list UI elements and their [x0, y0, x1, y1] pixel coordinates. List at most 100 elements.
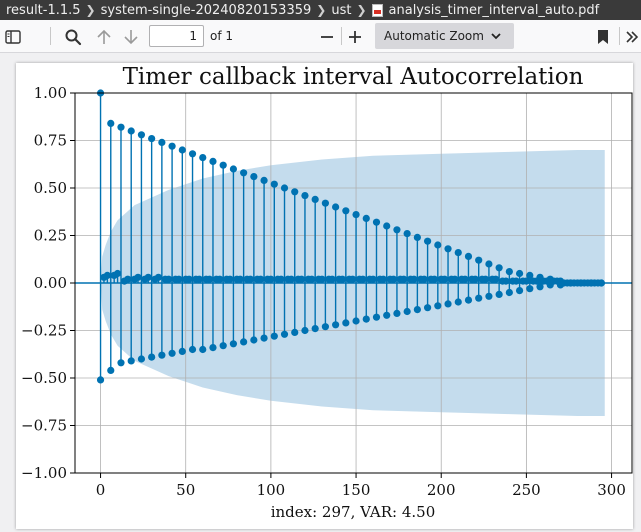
- stem-marker: [267, 275, 275, 283]
- breadcrumb-item-ust[interactable]: ust: [331, 2, 352, 18]
- stem-marker: [188, 150, 197, 158]
- stem-marker: [332, 321, 340, 329]
- stem-marker: [372, 313, 381, 321]
- stem-marker: [134, 273, 142, 281]
- stem-marker: [502, 277, 510, 285]
- stem-marker: [349, 275, 357, 283]
- stem-marker: [124, 275, 132, 283]
- stem-marker: [495, 290, 503, 298]
- toolbar-divider: [341, 27, 342, 45]
- stem-marker: [321, 199, 329, 207]
- stem-marker: [154, 273, 163, 281]
- plus-icon: [349, 30, 361, 43]
- stem-marker: [369, 275, 377, 283]
- stem-marker: [178, 146, 186, 154]
- stem-marker: [219, 342, 227, 350]
- stem-marker: [413, 306, 421, 314]
- zoom-out-button[interactable]: [315, 20, 339, 53]
- stem-marker: [280, 330, 289, 338]
- stem-marker: [495, 264, 503, 272]
- previous-page-button[interactable]: [91, 20, 117, 53]
- zoom-select[interactable]: Automatic Zoom: [375, 23, 514, 49]
- stem-marker: [594, 279, 602, 287]
- x-axis-label: index: 297, VAR: 4.50: [271, 503, 436, 521]
- stem-marker: [250, 173, 258, 181]
- arrow-up-icon: [97, 29, 111, 44]
- x-tick-label: 200: [427, 481, 456, 499]
- stem-marker: [185, 275, 193, 283]
- stem-marker: [103, 271, 111, 279]
- breadcrumb-item-result[interactable]: result-1.1.5: [6, 2, 81, 18]
- stem-marker: [512, 277, 520, 285]
- stem-marker: [430, 275, 439, 283]
- y-tick-label: −0.50: [21, 369, 67, 387]
- stem-marker: [505, 288, 513, 297]
- stem-marker: [277, 275, 285, 283]
- stem-marker: [96, 376, 105, 384]
- sidebar-toggle-button[interactable]: [0, 20, 26, 53]
- stem-marker: [117, 123, 125, 131]
- arrow-down-icon: [124, 29, 138, 44]
- stem-marker: [250, 336, 258, 344]
- stem-marker: [165, 275, 173, 283]
- x-tick-label: 0: [96, 481, 106, 499]
- stem-marker: [475, 256, 483, 264]
- stem-marker: [536, 283, 544, 291]
- stem-marker: [383, 311, 391, 319]
- stem-marker: [563, 279, 571, 287]
- breadcrumb-item-system[interactable]: system-single-20240820153359: [100, 2, 312, 18]
- stem-marker: [573, 279, 582, 287]
- stem-marker: [117, 359, 125, 367]
- stem-marker: [423, 304, 432, 312]
- stem-marker: [328, 275, 336, 283]
- next-page-button[interactable]: [118, 20, 144, 53]
- find-button[interactable]: [60, 20, 86, 53]
- stem-marker: [311, 195, 319, 203]
- stem-marker: [308, 275, 316, 283]
- y-tick-label: −0.25: [21, 322, 67, 340]
- chart-title: Timer callback interval Autocorrelation: [123, 64, 584, 90]
- stem-marker: [168, 142, 176, 150]
- stem-marker: [543, 277, 551, 285]
- bookmark-icon: [598, 29, 608, 44]
- stem-marker: [533, 277, 541, 285]
- stem-marker: [236, 275, 244, 283]
- minus-icon: [321, 35, 333, 38]
- stem-marker: [393, 309, 401, 317]
- stem-marker: [113, 269, 122, 278]
- breadcrumb-item-file[interactable]: analysis_timer_interval_auto.pdf: [388, 2, 600, 18]
- stem-marker: [321, 323, 329, 331]
- stem-marker: [400, 275, 408, 283]
- stem-marker: [148, 135, 156, 143]
- stem-marker: [301, 326, 309, 335]
- more-tools-button[interactable]: [622, 20, 641, 53]
- stem-marker: [168, 349, 176, 357]
- zoom-in-button[interactable]: [343, 20, 367, 53]
- stem-marker: [158, 138, 166, 146]
- stem-marker: [379, 275, 387, 283]
- stem-marker: [362, 315, 370, 323]
- stem-marker: [209, 157, 217, 165]
- stem-marker: [444, 300, 452, 308]
- stem-marker: [485, 260, 493, 268]
- stem-marker: [297, 275, 306, 283]
- page-count-label: of 1: [210, 29, 234, 43]
- stem-marker: [291, 328, 299, 336]
- stem-marker: [158, 351, 166, 359]
- stem-marker: [216, 275, 224, 283]
- stem-marker: [444, 245, 452, 253]
- stem-marker: [311, 325, 319, 333]
- chevron-right-icon: ❯: [316, 3, 327, 17]
- bookmark-button[interactable]: [591, 20, 615, 53]
- stem-marker: [205, 275, 214, 283]
- stem-marker: [372, 218, 381, 226]
- sidebar-toggle-icon: [5, 29, 21, 44]
- stem-marker: [454, 298, 462, 306]
- stem-marker: [553, 277, 561, 285]
- stem-marker: [342, 319, 350, 327]
- page-number-input[interactable]: 1: [149, 25, 204, 47]
- stem-marker: [522, 277, 530, 285]
- stem-marker: [485, 292, 493, 300]
- stem-marker: [107, 366, 115, 374]
- stem-marker: [260, 334, 268, 342]
